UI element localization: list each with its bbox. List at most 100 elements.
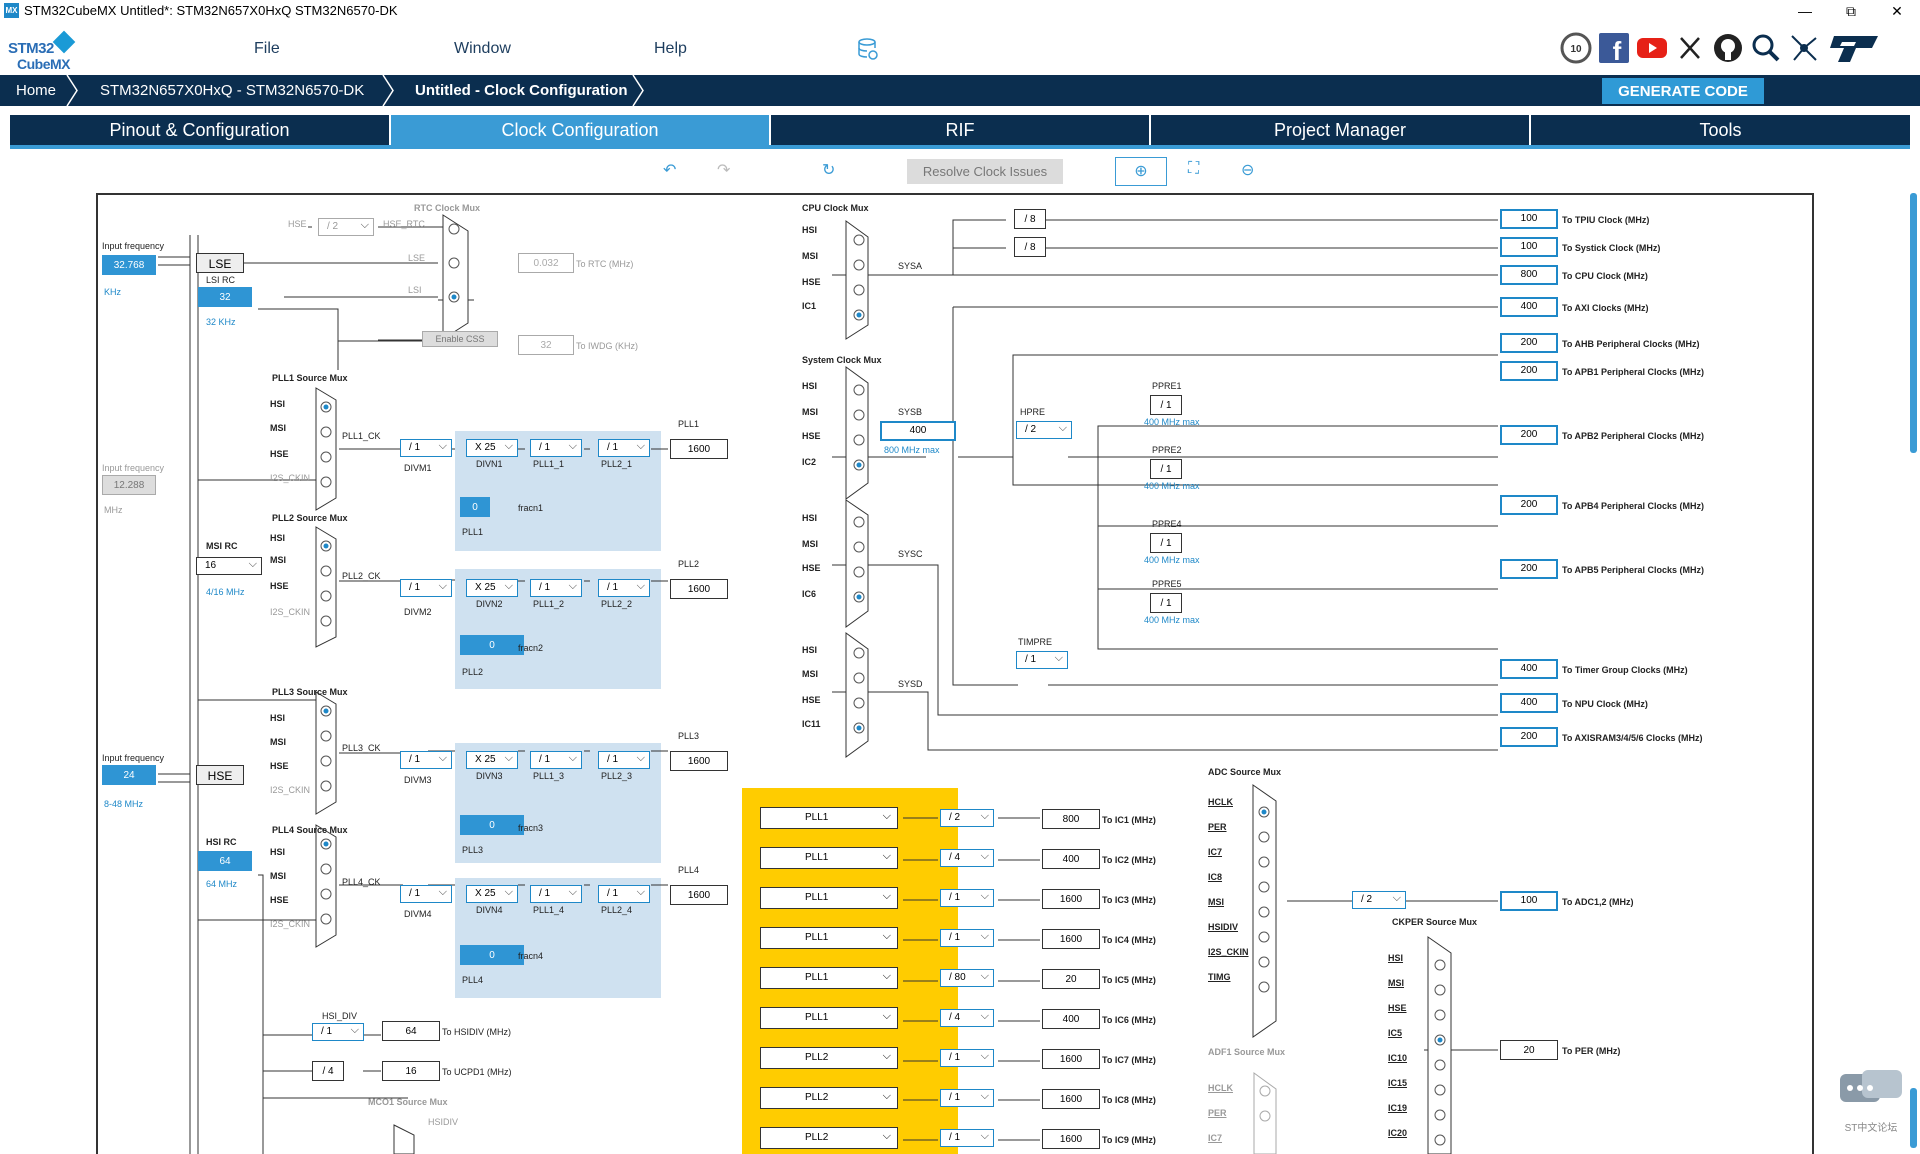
ic-source-select[interactable]: PLL1 xyxy=(760,886,898,909)
zoom-in-icon[interactable]: ⊕ xyxy=(1115,157,1167,186)
fracn1-value[interactable]: 0 xyxy=(460,497,490,517)
ckper-input-label: IC10 xyxy=(1388,1053,1408,1063)
pll2-1-select[interactable]: / 1 xyxy=(598,438,650,457)
breadcrumb-current[interactable]: Untitled - Clock Configuration xyxy=(415,82,628,99)
github-icon[interactable] xyxy=(1712,32,1744,64)
community-chat-icon[interactable]: ST中文论坛 xyxy=(1836,1068,1906,1134)
output-value: 400 xyxy=(1500,297,1558,317)
fracn4-value[interactable]: 0 xyxy=(460,945,524,965)
10-years-icon[interactable]: 10 xyxy=(1560,32,1592,64)
ic-divider-select[interactable]: / 1 xyxy=(940,1128,994,1147)
ic-divider-select[interactable]: / 1 xyxy=(940,928,994,947)
zoom-out-icon[interactable]: ⊖ xyxy=(1241,162,1255,179)
ic-source-select[interactable]: PLL2 xyxy=(760,1086,898,1109)
hse-rtc-divider[interactable]: / 2 xyxy=(318,217,374,236)
pll2-1-label: PLL2_1 xyxy=(601,459,633,469)
hsi-div-select[interactable]: / 1 xyxy=(312,1022,364,1041)
vertical-scrollbar[interactable] xyxy=(1910,193,1917,453)
close-icon[interactable]: ✕ xyxy=(1891,3,1903,19)
pll2-4-select[interactable]: / 1 xyxy=(598,884,650,903)
pll1-i2s: I2S_CKIN xyxy=(270,473,311,483)
menu-file[interactable]: File xyxy=(254,40,280,57)
menu-window[interactable]: Window xyxy=(454,40,511,57)
pll1-2-select[interactable]: / 1 xyxy=(530,578,582,597)
pll2-2-select[interactable]: / 1 xyxy=(598,578,650,597)
vertical-scrollbar-lower[interactable] xyxy=(1910,1088,1917,1148)
i2s-input-frequency[interactable]: 12.288 xyxy=(102,475,156,495)
tab-project-manager[interactable]: Project Manager xyxy=(1151,115,1529,145)
breadcrumb-home[interactable]: Home xyxy=(16,82,57,99)
pll1-4-select[interactable]: / 1 xyxy=(530,884,582,903)
ic-divider-select[interactable]: / 4 xyxy=(940,848,994,867)
chat-badge-label: ST中文论坛 xyxy=(1844,1123,1898,1134)
divm1-select[interactable]: / 1 xyxy=(400,438,452,457)
database-refresh-icon[interactable] xyxy=(858,38,878,62)
output-value: 400 xyxy=(1500,693,1558,713)
fracn2-value[interactable]: 0 xyxy=(460,635,524,655)
lse-input-frequency[interactable]: 32.768 xyxy=(102,255,156,275)
divn1-select[interactable]: X 25 xyxy=(466,438,518,457)
pll2-3-select[interactable]: / 1 xyxy=(598,750,650,769)
ic-divider-select[interactable]: / 4 xyxy=(940,1008,994,1027)
window-title: STM32CubeMX Untitled*: STM32N657X0HxQ ST… xyxy=(24,3,398,18)
divn3-select[interactable]: X 25 xyxy=(466,750,518,769)
undo-icon[interactable]: ↶ xyxy=(663,162,677,179)
breadcrumb-device[interactable]: STM32N657X0HxQ - STM32N6570-DK xyxy=(100,82,365,99)
timpre-select[interactable]: / 1 xyxy=(1016,650,1068,669)
ic-source-select[interactable]: PLL1 xyxy=(760,926,898,949)
refresh-icon[interactable]: ↻ xyxy=(822,162,836,179)
sys-hsi: HSI xyxy=(802,381,818,391)
fit-to-screen-icon[interactable]: ⛶ xyxy=(1188,160,1200,177)
ic-source-select[interactable]: PLL1 xyxy=(760,966,898,989)
window-titlebar: MX STM32CubeMX Untitled*: STM32N657X0HxQ… xyxy=(0,0,1920,23)
ic-source-select[interactable]: PLL1 xyxy=(760,1006,898,1029)
to-hsidiv-label: To HSIDIV (MHz) xyxy=(442,1027,512,1037)
divm4-select[interactable]: / 1 xyxy=(400,884,452,903)
ic-divider-select[interactable]: / 1 xyxy=(940,888,994,907)
adc-divider-select[interactable]: / 2 xyxy=(1352,890,1406,909)
enable-css-button[interactable]: Enable CSS xyxy=(422,331,498,347)
hpre-select[interactable]: / 2 xyxy=(1016,420,1072,439)
minimize-icon[interactable]: — xyxy=(1798,3,1812,19)
redo-icon[interactable]: ↷ xyxy=(717,162,731,179)
resolve-clock-issues-button[interactable]: Resolve Clock Issues xyxy=(907,159,1063,184)
pll2-4-label: PLL2_4 xyxy=(601,905,633,915)
st-logo-icon[interactable] xyxy=(1826,32,1882,64)
ic-divider-select[interactable]: / 1 xyxy=(940,1048,994,1067)
ic-source-select[interactable]: PLL1 xyxy=(760,806,898,829)
pll1-1-select[interactable]: / 1 xyxy=(530,438,582,457)
divn4-select[interactable]: X 25 xyxy=(466,884,518,903)
facebook-icon[interactable]: f xyxy=(1598,32,1630,64)
divm2-select[interactable]: / 1 xyxy=(400,578,452,597)
ic-divider-select[interactable]: / 2 xyxy=(940,808,994,827)
hsi-div-label: HSI_DIV xyxy=(322,1011,358,1021)
ic-divider-select[interactable]: / 80 xyxy=(940,968,994,987)
ic-source-select[interactable]: PLL2 xyxy=(760,1126,898,1149)
ic-source-select[interactable]: PLL1 xyxy=(760,846,898,869)
x-icon[interactable] xyxy=(1674,32,1706,64)
msi-rc-select[interactable]: 16 xyxy=(196,556,262,575)
search-community-icon[interactable] xyxy=(1750,32,1782,64)
tab-clock-configuration[interactable]: Clock Configuration xyxy=(391,115,769,145)
divn2-select[interactable]: X 25 xyxy=(466,578,518,597)
network-icon[interactable] xyxy=(1788,32,1820,64)
pll1-3-select[interactable]: / 1 xyxy=(530,750,582,769)
divm3-select[interactable]: / 1 xyxy=(400,750,452,769)
ic-source-select[interactable]: PLL2 xyxy=(760,1046,898,1069)
output-label: To APB1 Peripheral Clocks (MHz) xyxy=(1562,367,1705,377)
ic-value: 1600 xyxy=(1042,1129,1100,1149)
tab-rif[interactable]: RIF xyxy=(771,115,1149,145)
restore-icon[interactable]: ⧉ xyxy=(1846,3,1856,19)
hse-input-frequency[interactable]: 24 xyxy=(102,765,156,785)
menu-help[interactable]: Help xyxy=(654,40,687,57)
ic-value: 400 xyxy=(1042,1009,1100,1029)
tab-pinout[interactable]: Pinout & Configuration xyxy=(10,115,389,145)
fracn3-value[interactable]: 0 xyxy=(460,815,524,835)
cpu-ic1: IC1 xyxy=(802,301,817,311)
ic-divider-select[interactable]: / 1 xyxy=(940,1088,994,1107)
generate-code-button[interactable]: GENERATE CODE xyxy=(1602,78,1764,104)
pll2-3-label: PLL2_3 xyxy=(601,771,633,781)
youtube-icon[interactable] xyxy=(1636,32,1668,64)
sysd-label: SYSD xyxy=(898,679,923,689)
tab-tools[interactable]: Tools xyxy=(1531,115,1910,145)
